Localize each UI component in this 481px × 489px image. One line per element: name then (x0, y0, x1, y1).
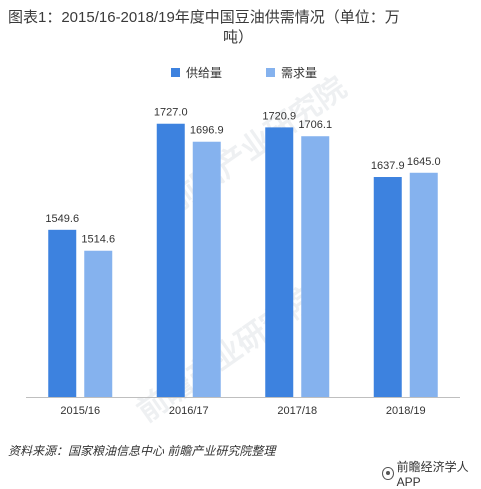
data-label: 1696.9 (190, 125, 224, 137)
x-tick-label: 2018/19 (386, 405, 426, 417)
chart-title-line2: 吨） (222, 29, 253, 46)
legend-swatch-supply (171, 68, 180, 77)
data-label: 1727.0 (154, 107, 188, 119)
bar-demand (409, 172, 438, 397)
bar-demand (192, 141, 221, 397)
chart-title: 图表1：2015/16-2018/19年度中国豆油供需情况（单位：万 吨） (8, 8, 468, 48)
legend-label-supply: 供给量 (186, 66, 223, 80)
bar-demand (301, 136, 330, 398)
data-label: 1706.1 (298, 119, 332, 131)
bar-supply (265, 127, 294, 398)
x-tick-label: 2015/16 (60, 405, 100, 417)
legend-label-demand: 需求量 (281, 66, 318, 80)
data-label: 1645.0 (407, 156, 441, 168)
legend: 供给量 需求量 (0, 64, 481, 82)
brand-logo-icon (382, 467, 394, 480)
data-label: 1720.9 (262, 110, 296, 122)
legend-item-demand: 需求量 (266, 64, 317, 81)
bar-demand (84, 250, 113, 397)
data-label: 1514.6 (81, 234, 115, 246)
brand: 前瞻经济学人APP (382, 458, 481, 489)
brand-label: 前瞻经济学人APP (396, 460, 469, 489)
x-tick-label: 2017/18 (277, 405, 317, 417)
legend-swatch-demand (266, 68, 275, 77)
bar-supply (48, 229, 77, 397)
legend-item-supply: 供给量 (171, 64, 222, 81)
data-label: 1637.9 (371, 160, 405, 172)
bar-supply (373, 177, 402, 397)
chart-title-line1: 图表1：2015/16-2018/19年度中国豆油供需情况（单位：万 (8, 9, 400, 26)
bar-supply (156, 123, 185, 397)
source-note: 资料来源：国家粮油信息中心 前瞻产业研究院整理 (8, 444, 276, 458)
data-label: 1549.6 (45, 213, 79, 225)
x-tick-label: 2016/17 (169, 405, 209, 417)
